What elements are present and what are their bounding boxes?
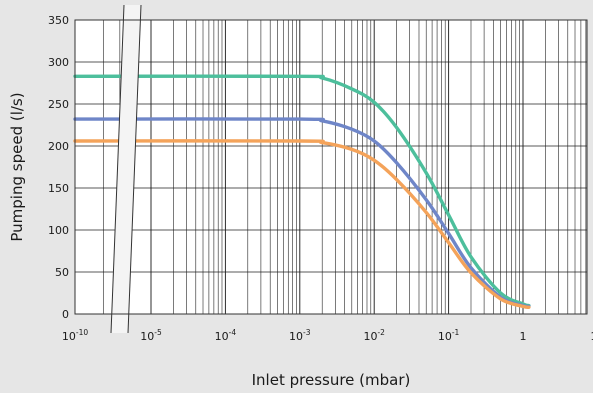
x-tick-label: 10-5 xyxy=(140,328,162,343)
y-tick-label: 350 xyxy=(48,14,69,27)
grid-lines xyxy=(74,19,587,314)
series-line-3 xyxy=(73,139,531,309)
plot-background xyxy=(75,20,587,314)
y-tick-label: 300 xyxy=(48,56,69,69)
x-tick-label: 10 xyxy=(590,330,593,343)
y-tick-label: 50 xyxy=(55,266,69,279)
x-axis-title: Inlet pressure (mbar) xyxy=(252,371,411,389)
y-tick-label: 150 xyxy=(48,182,69,195)
y-tick-label: 250 xyxy=(48,98,69,111)
axis-break xyxy=(110,4,142,334)
x-tick-labels: 10-10 10-5 10-4 10-3 10-2 10-1 1 10 xyxy=(62,328,593,343)
data-series xyxy=(73,74,531,309)
x-tick-label: 10-10 xyxy=(62,328,88,343)
axis-break-band xyxy=(111,5,141,333)
y-tick-label: 200 xyxy=(48,140,69,153)
axis-break-line xyxy=(127,4,142,334)
y-tick-label: 100 xyxy=(48,224,69,237)
x-tick-label: 10-4 xyxy=(215,328,237,343)
x-tick-label: 10-3 xyxy=(289,328,311,343)
y-tick-labels: 0 50 100 150 200 250 300 350 xyxy=(48,14,69,321)
y-axis-title: Pumping speed (l/s) xyxy=(8,92,26,241)
x-tick-label: 10-2 xyxy=(363,328,385,343)
x-tick-label: 10-1 xyxy=(438,328,460,343)
x-tick-label: 1 xyxy=(520,330,527,343)
plot-frame xyxy=(74,19,588,315)
y-tick-label: 0 xyxy=(62,308,69,321)
series-line-1 xyxy=(73,74,531,308)
axis-break-line xyxy=(110,4,125,334)
